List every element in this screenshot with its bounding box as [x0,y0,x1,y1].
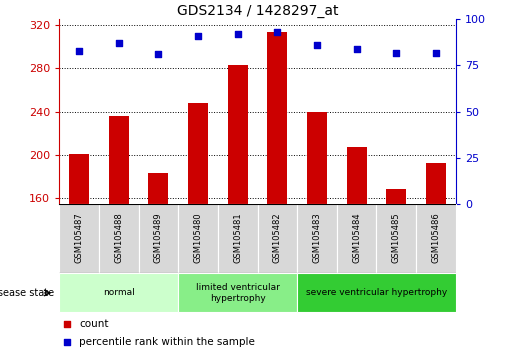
Text: disease state: disease state [0,288,54,298]
Bar [69,154,89,204]
Bar [178,204,218,273]
Bar [347,147,367,204]
Bar [416,204,456,273]
Text: normal: normal [103,289,134,297]
Text: GSM105485: GSM105485 [392,213,401,263]
Title: GDS2134 / 1428297_at: GDS2134 / 1428297_at [177,5,338,18]
Point [194,33,202,39]
Point [75,48,83,53]
Text: GSM105488: GSM105488 [114,213,123,263]
Point [63,339,71,344]
Bar [386,189,406,204]
Text: GSM105489: GSM105489 [154,213,163,263]
Bar [109,116,129,204]
Bar [188,103,208,204]
Text: GSM105484: GSM105484 [352,213,361,263]
Bar [99,204,139,273]
Bar [297,204,337,273]
Text: severe ventricular hypertrophy: severe ventricular hypertrophy [306,289,447,297]
Point [392,50,401,56]
Text: GSM105482: GSM105482 [273,213,282,263]
Bar [59,204,99,273]
Bar [59,273,178,313]
Text: GSM105483: GSM105483 [313,213,321,263]
Point [154,52,163,57]
Point [313,42,321,48]
Text: GSM105486: GSM105486 [432,213,440,263]
Point [114,41,123,46]
Text: count: count [79,319,109,329]
Bar [218,204,258,273]
Bar [267,33,287,204]
Bar [139,204,178,273]
Bar [228,65,248,204]
Text: limited ventricular
hypertrophy: limited ventricular hypertrophy [196,283,280,303]
Bar [178,273,297,313]
Bar [376,204,416,273]
Bar [258,204,297,273]
Text: GSM105481: GSM105481 [233,213,242,263]
Bar [337,204,376,273]
Point [352,46,360,52]
Point [234,32,242,37]
Text: GSM105480: GSM105480 [194,213,202,263]
Bar [426,164,446,204]
Point [432,50,440,56]
Point [63,321,71,327]
Bar [148,173,168,204]
Text: GSM105487: GSM105487 [75,213,83,263]
Point [273,29,281,35]
Bar [297,273,456,313]
Bar [307,112,327,204]
Text: percentile rank within the sample: percentile rank within the sample [79,337,255,347]
